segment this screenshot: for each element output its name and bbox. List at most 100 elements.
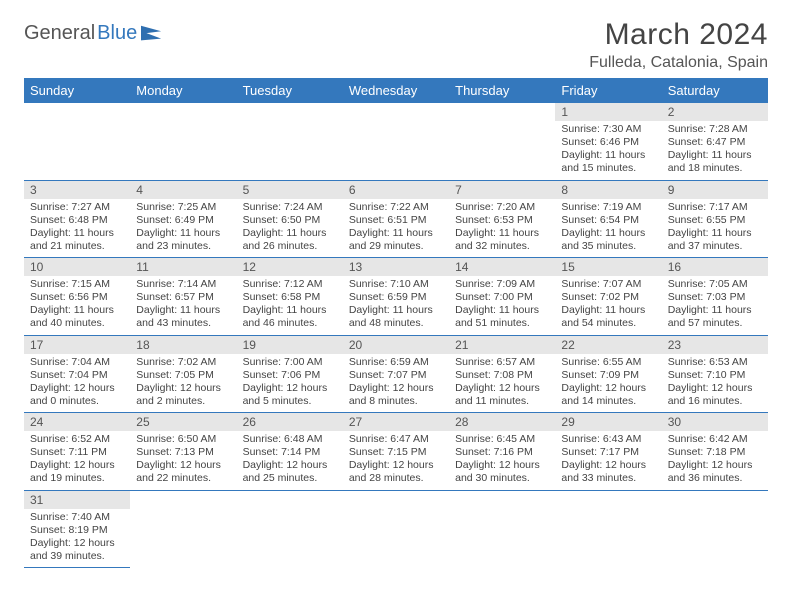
weekday-header: Sunday (24, 78, 130, 103)
calendar-cell: 14Sunrise: 7:09 AMSunset: 7:00 PMDayligh… (449, 258, 555, 336)
calendar-cell: 7Sunrise: 7:20 AMSunset: 6:53 PMDaylight… (449, 180, 555, 258)
sunset-text: Sunset: 6:48 PM (30, 214, 124, 227)
sunrise-text: Sunrise: 7:27 AM (30, 201, 124, 214)
sunset-text: Sunset: 6:58 PM (243, 291, 337, 304)
calendar-row: 31 Sunrise: 7:40 AMSunset: 8:19 PMDayligh… (24, 490, 768, 568)
calendar-header-row: SundayMondayTuesdayWednesdayThursdayFrid… (24, 78, 768, 103)
calendar-cell: 18Sunrise: 7:02 AMSunset: 7:05 PMDayligh… (130, 335, 236, 413)
month-title: March 2024 (589, 18, 768, 52)
calendar-cell: 25Sunrise: 6:50 AMSunset: 7:13 PMDayligh… (130, 413, 236, 491)
calendar-cell: 29Sunrise: 6:43 AMSunset: 7:17 PMDayligh… (555, 413, 661, 491)
day-details: Sunrise: 6:47 AMSunset: 7:15 PMDaylight:… (343, 431, 449, 490)
daylight-text: Daylight: 11 hours and 40 minutes. (30, 304, 124, 330)
sunset-text: Sunset: 6:49 PM (136, 214, 230, 227)
sunrise-text: Sunrise: 7:25 AM (136, 201, 230, 214)
calendar-cell: 19Sunrise: 7:00 AMSunset: 7:06 PMDayligh… (237, 335, 343, 413)
daylight-text: Daylight: 12 hours and 8 minutes. (349, 382, 443, 408)
calendar-cell-empty (237, 490, 343, 568)
day-number: 20 (343, 336, 449, 354)
daylight-text: Daylight: 12 hours and 19 minutes. (30, 459, 124, 485)
logo-flag-icon (141, 25, 163, 43)
day-number: 5 (237, 181, 343, 199)
calendar-table: SundayMondayTuesdayWednesdayThursdayFrid… (24, 78, 768, 568)
calendar-cell: 2Sunrise: 7:28 AMSunset: 6:47 PMDaylight… (662, 103, 768, 180)
day-number: 18 (130, 336, 236, 354)
day-details: Sunrise: 6:59 AMSunset: 7:07 PMDaylight:… (343, 354, 449, 413)
sunrise-text: Sunrise: 7:02 AM (136, 356, 230, 369)
day-details: Sunrise: 7:14 AMSunset: 6:57 PMDaylight:… (130, 276, 236, 335)
daylight-text: Daylight: 12 hours and 22 minutes. (136, 459, 230, 485)
sunset-text: Sunset: 7:13 PM (136, 446, 230, 459)
daylight-text: Daylight: 11 hours and 35 minutes. (561, 227, 655, 253)
calendar-cell-empty (343, 490, 449, 568)
sunset-text: Sunset: 8:19 PM (30, 524, 124, 537)
day-number: 25 (130, 413, 236, 431)
day-number: 7 (449, 181, 555, 199)
sunrise-text: Sunrise: 7:07 AM (561, 278, 655, 291)
day-details: Sunrise: 7:12 AMSunset: 6:58 PMDaylight:… (237, 276, 343, 335)
daylight-text: Daylight: 12 hours and 39 minutes. (30, 537, 124, 563)
day-number: 22 (555, 336, 661, 354)
weekday-header: Monday (130, 78, 236, 103)
calendar-cell: 12Sunrise: 7:12 AMSunset: 6:58 PMDayligh… (237, 258, 343, 336)
calendar-cell: 4Sunrise: 7:25 AMSunset: 6:49 PMDaylight… (130, 180, 236, 258)
sunrise-text: Sunrise: 6:52 AM (30, 433, 124, 446)
daylight-text: Daylight: 11 hours and 54 minutes. (561, 304, 655, 330)
sunset-text: Sunset: 6:59 PM (349, 291, 443, 304)
sunset-text: Sunset: 6:56 PM (30, 291, 124, 304)
day-details: Sunrise: 7:00 AMSunset: 7:06 PMDaylight:… (237, 354, 343, 413)
daylight-text: Daylight: 12 hours and 5 minutes. (243, 382, 337, 408)
sunset-text: Sunset: 7:17 PM (561, 446, 655, 459)
day-details: Sunrise: 7:10 AMSunset: 6:59 PMDaylight:… (343, 276, 449, 335)
daylight-text: Daylight: 11 hours and 57 minutes. (668, 304, 762, 330)
day-details: Sunrise: 6:57 AMSunset: 7:08 PMDaylight:… (449, 354, 555, 413)
daylight-text: Daylight: 12 hours and 36 minutes. (668, 459, 762, 485)
day-details: Sunrise: 7:28 AMSunset: 6:47 PMDaylight:… (662, 121, 768, 180)
weekday-header: Wednesday (343, 78, 449, 103)
day-details: Sunrise: 6:50 AMSunset: 7:13 PMDaylight:… (130, 431, 236, 490)
calendar-row: 1Sunrise: 7:30 AMSunset: 6:46 PMDaylight… (24, 103, 768, 180)
sunrise-text: Sunrise: 7:12 AM (243, 278, 337, 291)
sunset-text: Sunset: 6:51 PM (349, 214, 443, 227)
daylight-text: Daylight: 11 hours and 15 minutes. (561, 149, 655, 175)
day-number: 27 (343, 413, 449, 431)
day-number: 15 (555, 258, 661, 276)
daylight-text: Daylight: 12 hours and 0 minutes. (30, 382, 124, 408)
sunset-text: Sunset: 7:11 PM (30, 446, 124, 459)
day-number: 1 (555, 103, 661, 121)
daylight-text: Daylight: 12 hours and 33 minutes. (561, 459, 655, 485)
day-number: 11 (130, 258, 236, 276)
daylight-text: Daylight: 11 hours and 48 minutes. (349, 304, 443, 330)
calendar-row: 24Sunrise: 6:52 AMSunset: 7:11 PMDayligh… (24, 413, 768, 491)
day-details: Sunrise: 7:25 AMSunset: 6:49 PMDaylight:… (130, 199, 236, 258)
daylight-text: Daylight: 12 hours and 11 minutes. (455, 382, 549, 408)
calendar-cell-empty (449, 490, 555, 568)
daylight-text: Daylight: 12 hours and 28 minutes. (349, 459, 443, 485)
daylight-text: Daylight: 11 hours and 37 minutes. (668, 227, 762, 253)
day-number: 26 (237, 413, 343, 431)
calendar-cell: 24Sunrise: 6:52 AMSunset: 7:11 PMDayligh… (24, 413, 130, 491)
calendar-cell: 30Sunrise: 6:42 AMSunset: 7:18 PMDayligh… (662, 413, 768, 491)
sunrise-text: Sunrise: 7:40 AM (30, 511, 124, 524)
day-details: Sunrise: 6:43 AMSunset: 7:17 PMDaylight:… (555, 431, 661, 490)
weekday-header: Tuesday (237, 78, 343, 103)
day-number: 30 (662, 413, 768, 431)
daylight-text: Daylight: 12 hours and 2 minutes. (136, 382, 230, 408)
calendar-row: 3Sunrise: 7:27 AMSunset: 6:48 PMDaylight… (24, 180, 768, 258)
day-number: 31 (24, 491, 130, 509)
calendar-cell-empty (24, 103, 130, 180)
sunrise-text: Sunrise: 7:00 AM (243, 356, 337, 369)
calendar-cell: 20Sunrise: 6:59 AMSunset: 7:07 PMDayligh… (343, 335, 449, 413)
day-details: Sunrise: 7:04 AMSunset: 7:04 PMDaylight:… (24, 354, 130, 413)
day-details: Sunrise: 7:30 AMSunset: 6:46 PMDaylight:… (555, 121, 661, 180)
sunset-text: Sunset: 6:53 PM (455, 214, 549, 227)
calendar-cell: 8Sunrise: 7:19 AMSunset: 6:54 PMDaylight… (555, 180, 661, 258)
daylight-text: Daylight: 12 hours and 14 minutes. (561, 382, 655, 408)
sunset-text: Sunset: 7:00 PM (455, 291, 549, 304)
day-details: Sunrise: 6:53 AMSunset: 7:10 PMDaylight:… (662, 354, 768, 413)
day-details: Sunrise: 6:48 AMSunset: 7:14 PMDaylight:… (237, 431, 343, 490)
sunset-text: Sunset: 7:10 PM (668, 369, 762, 382)
day-number: 16 (662, 258, 768, 276)
location-subtitle: Fulleda, Catalonia, Spain (589, 54, 768, 72)
calendar-cell: 3Sunrise: 7:27 AMSunset: 6:48 PMDaylight… (24, 180, 130, 258)
